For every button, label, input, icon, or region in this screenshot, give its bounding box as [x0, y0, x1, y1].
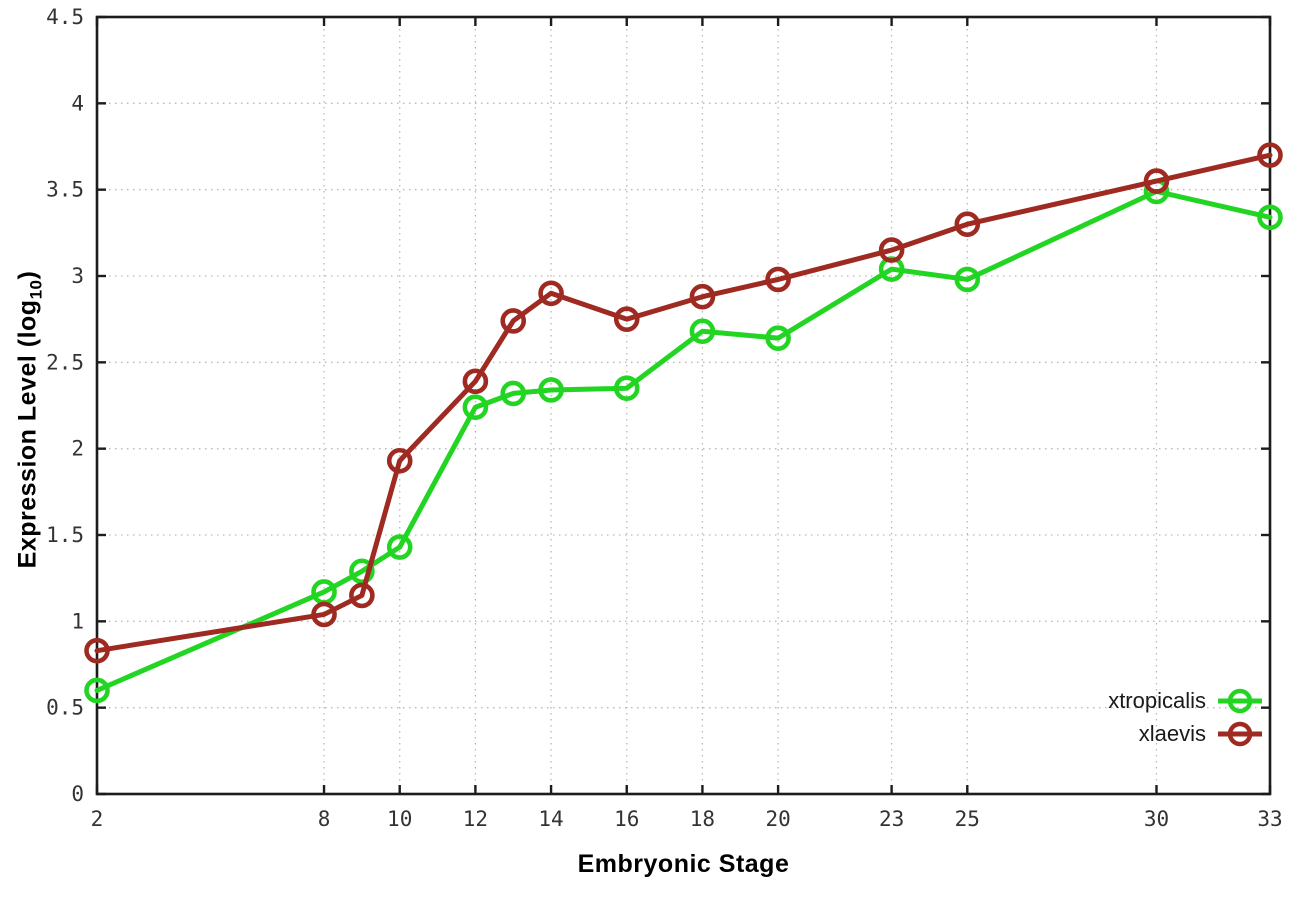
y-axis-title-text: Expression Level (log: [13, 299, 42, 569]
svg-text:23: 23: [879, 807, 904, 831]
data-point-xtropicalis: [538, 377, 564, 403]
data-point-xtropicalis: [613, 375, 640, 402]
data-point-xtropicalis: [462, 394, 489, 421]
data-point-xtropicalis: [954, 266, 981, 293]
svg-text:10: 10: [387, 807, 412, 831]
axis-ticks: [95, 15, 1272, 796]
data-point-xlaevis: [386, 447, 413, 474]
svg-text:12: 12: [463, 807, 488, 831]
data-point-xlaevis: [1257, 142, 1283, 168]
series-xlaevis: [84, 142, 1283, 664]
data-point-xlaevis: [1143, 168, 1170, 194]
xlaevis-series-marker-icon: [1218, 721, 1262, 747]
svg-text:25: 25: [955, 807, 980, 831]
svg-text:4: 4: [71, 91, 84, 115]
svg-text:20: 20: [765, 807, 790, 831]
svg-text:30: 30: [1144, 807, 1169, 831]
legend-label-xlaevis: xlaevis: [1138, 721, 1206, 746]
data-point-xlaevis: [349, 582, 375, 609]
data-point-xlaevis: [84, 637, 110, 664]
legend: xtropicalis xlaevis: [1108, 686, 1264, 749]
data-point-xtropicalis: [765, 325, 791, 351]
svg-text:1: 1: [71, 609, 84, 633]
legend-entry-xtropicalis: xtropicalis: [1108, 686, 1264, 716]
y-axis-title-subscript: 10: [26, 279, 46, 300]
data-point-xtropicalis: [689, 318, 716, 345]
svg-text:2.5: 2.5: [46, 350, 84, 374]
xtropicalis-series-marker-icon: [1218, 688, 1262, 714]
svg-text:0.5: 0.5: [46, 696, 84, 720]
y-axis-title: Expression Level (log10): [14, 210, 47, 630]
data-point-xlaevis: [500, 308, 527, 334]
svg-text:2: 2: [91, 807, 104, 831]
data-point-xlaevis: [689, 283, 716, 310]
y-axis-title-suffix: ): [13, 270, 42, 280]
svg-text:33: 33: [1257, 807, 1282, 831]
legend-entry-xlaevis: xlaevis: [1139, 719, 1264, 749]
y-tick-labels: 0 0.5 1 1.5 2 2.5 3 3.5 4 4.5: [46, 5, 84, 806]
svg-text:8: 8: [318, 807, 331, 831]
data-point-xlaevis: [462, 368, 489, 395]
data-point-xtropicalis: [1257, 204, 1283, 231]
svg-text:18: 18: [690, 807, 715, 831]
svg-text:3.5: 3.5: [46, 178, 84, 202]
data-point-xlaevis: [954, 211, 981, 237]
data-point-xlaevis: [538, 280, 564, 307]
svg-text:3: 3: [71, 264, 84, 288]
x-tick-labels: 2 8 10 12 14 16 18 20 23 25 30 33: [91, 807, 1283, 831]
data-point-xtropicalis: [386, 534, 413, 560]
plot-frame: [95, 15, 1272, 796]
data-point-xtropicalis: [349, 558, 375, 585]
data-point-xlaevis: [878, 237, 905, 263]
svg-text:2: 2: [71, 437, 84, 461]
data-point-xlaevis: [613, 306, 640, 332]
svg-text:14: 14: [538, 807, 563, 831]
grid-lines: [97, 17, 1270, 794]
svg-text:0: 0: [71, 782, 84, 806]
legend-label-xtropicalis: xtropicalis: [1108, 688, 1206, 713]
data-point-xtropicalis: [500, 380, 527, 407]
x-axis-title: Embryonic Stage: [577, 850, 790, 878]
data-point-xtropicalis: [84, 677, 110, 704]
svg-text:1.5: 1.5: [46, 523, 84, 547]
svg-text:16: 16: [614, 807, 639, 831]
svg-text:4.5: 4.5: [46, 5, 84, 29]
data-point-xlaevis: [765, 266, 791, 293]
data-point-xlaevis: [311, 601, 337, 628]
